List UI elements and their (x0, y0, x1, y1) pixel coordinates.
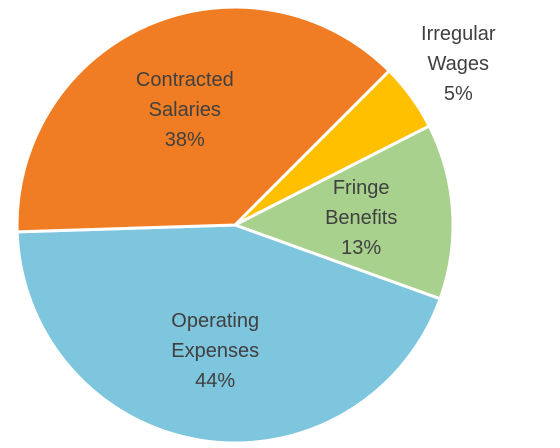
pie-label-line: Salaries (149, 99, 221, 121)
pie-label-fringe-benefits: Fringe Benefits 13% (325, 177, 397, 259)
pie-slices (15, 5, 455, 445)
pie-label-irregular-wages: Irregular Wages 5% (421, 23, 496, 105)
pie-label-line: Benefits (325, 207, 397, 229)
pie-label-line: Irregular (421, 23, 496, 45)
pie-label-line: Expenses (171, 340, 259, 362)
pie-label-line: Fringe (333, 177, 390, 199)
pie-label-percent: 5% (444, 83, 473, 105)
pie-label-line: Operating (171, 310, 259, 332)
pie-label-percent: 13% (341, 237, 381, 259)
pie-label-percent: 38% (165, 129, 205, 151)
pie-label-operating-expenses: Operating Expenses 44% (171, 310, 259, 392)
pie-label-line: Wages (428, 53, 490, 75)
pie-slice-contracted-salaries (15, 5, 391, 234)
pie-label-line: Contracted (136, 69, 234, 91)
pie-labels: Irregular Wages 5% Fringe Benefits 13% Operati… (136, 23, 496, 392)
pie-slice-operating-expenses (15, 223, 442, 445)
pie-slice-fringe-benefits (233, 124, 455, 301)
pie-label-contracted-salaries: Contracted Salaries 38% (136, 69, 234, 151)
pie-label-percent: 44% (195, 370, 235, 392)
